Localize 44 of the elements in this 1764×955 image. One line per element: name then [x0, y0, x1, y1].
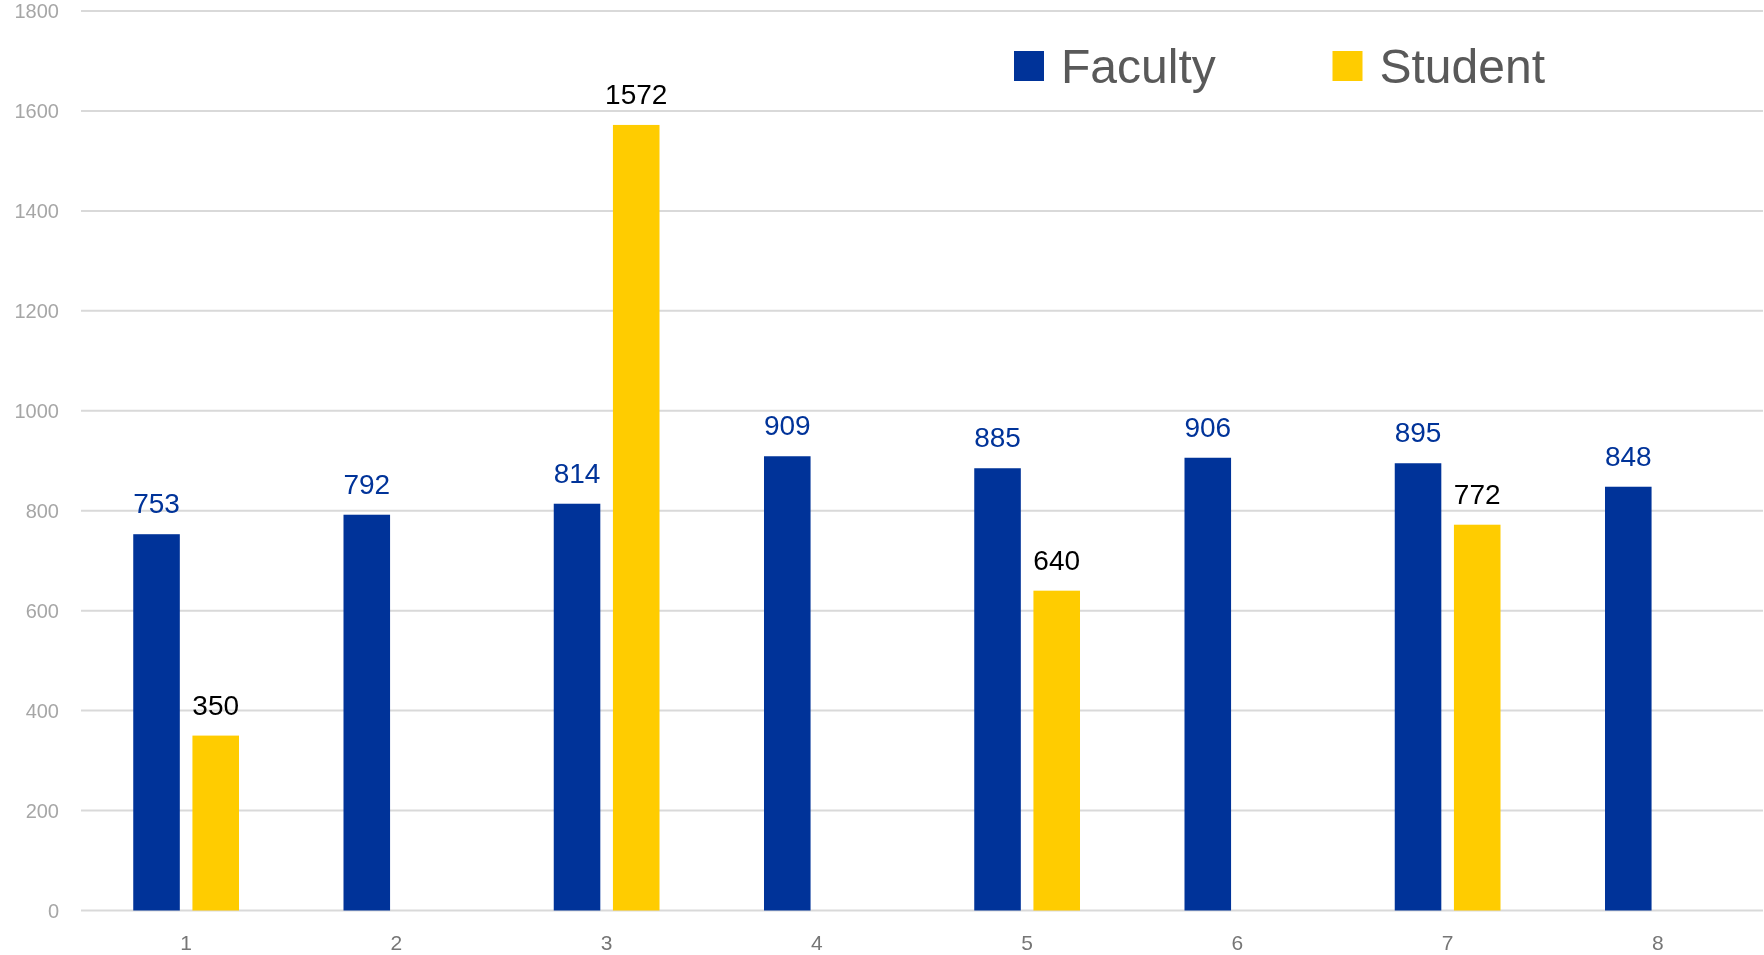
x-tick-label: 1: [180, 930, 192, 954]
y-tick-label: 1600: [14, 99, 59, 122]
bar: [1033, 590, 1080, 911]
bar: [553, 503, 601, 911]
x-tick-label: 5: [1021, 930, 1033, 954]
bar: [1453, 524, 1501, 911]
y-tick-label: 800: [25, 499, 59, 522]
bar: [1605, 486, 1652, 911]
data-label: 906: [1184, 411, 1232, 443]
y-tick-label: 400: [25, 699, 59, 722]
data-label: 640: [1033, 544, 1081, 576]
x-tick-label: 6: [1231, 930, 1244, 954]
data-label: 792: [343, 468, 391, 500]
legend-label: Faculty: [1061, 39, 1216, 93]
data-label: 772: [1453, 478, 1501, 510]
data-label: 895: [1394, 417, 1442, 449]
y-tick-label: 1800: [14, 0, 59, 22]
bar: [192, 735, 239, 911]
data-label: 909: [763, 410, 811, 442]
bar: [764, 456, 811, 911]
bar: [343, 514, 391, 911]
data-label: 350: [192, 689, 240, 721]
bar: [974, 468, 1021, 911]
bar: [1184, 457, 1232, 911]
data-label: 1572: [605, 78, 668, 110]
data-label: 814: [553, 457, 601, 489]
x-tick-label: 2: [390, 930, 403, 954]
y-tick-label: 600: [25, 599, 59, 622]
legend-label: Student: [1379, 39, 1545, 93]
y-tick-label: 1400: [14, 199, 59, 222]
y-tick-label: 0: [47, 899, 59, 922]
data-label: 885: [974, 422, 1021, 454]
x-tick-label: 7: [1441, 930, 1454, 954]
bar: [612, 124, 660, 911]
x-tick-label: 3: [600, 930, 613, 954]
bar: [133, 534, 180, 911]
data-label: 753: [133, 488, 180, 520]
x-tick-label: 8: [1652, 930, 1664, 954]
y-tick-label: 1000: [14, 399, 59, 422]
bar: [1394, 463, 1442, 911]
data-label: 848: [1604, 440, 1652, 472]
y-tick-label: 1200: [14, 299, 59, 322]
y-tick-label: 200: [25, 799, 59, 822]
x-tick-label: 4: [811, 930, 824, 954]
